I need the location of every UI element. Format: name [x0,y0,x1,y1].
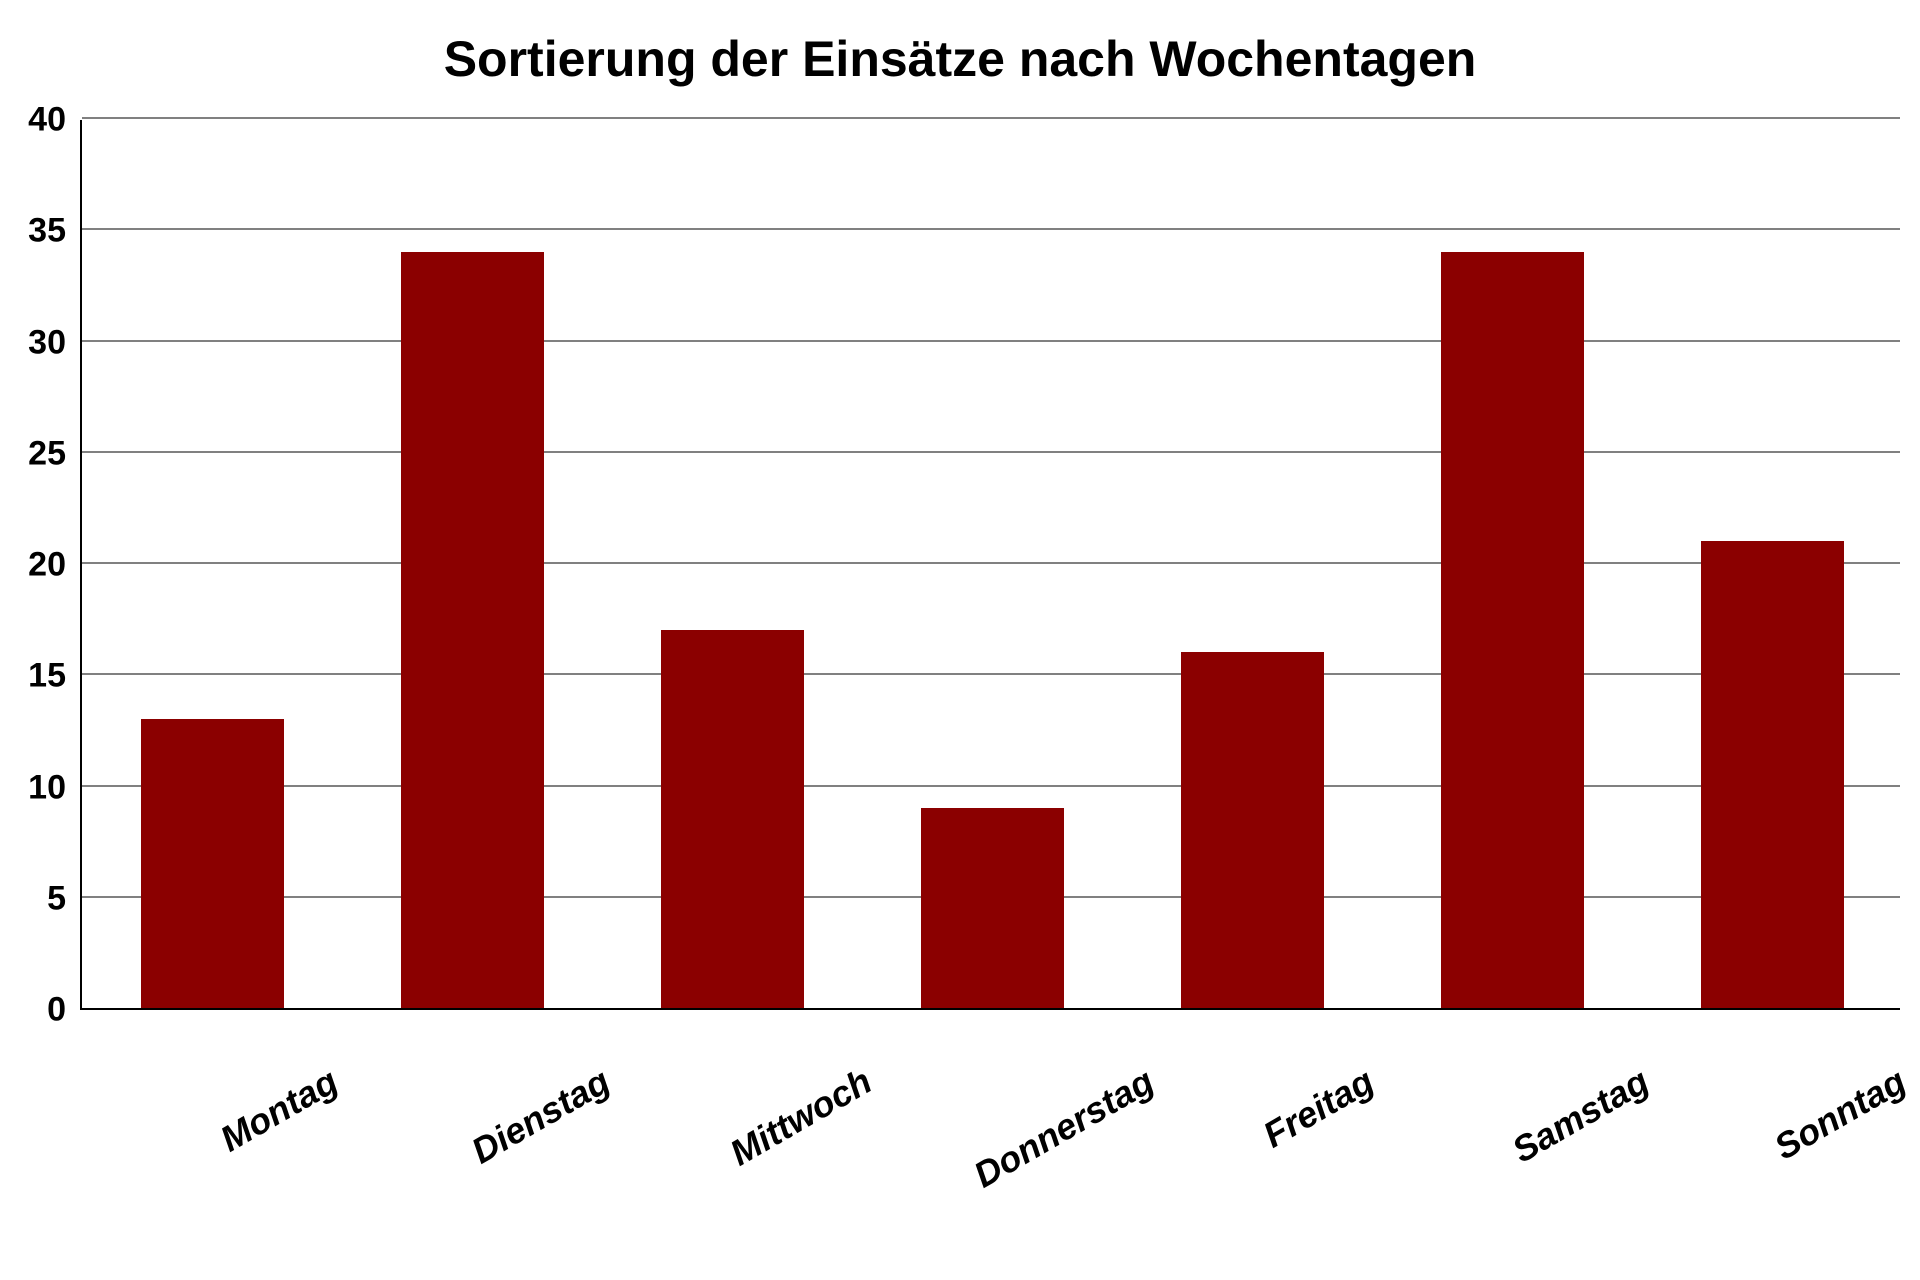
bar [1701,541,1844,1008]
gridline [82,340,1900,342]
y-tick-label: 10 [0,768,66,807]
bar [1441,252,1584,1009]
bar [661,630,804,1008]
chart-title: Sortierung der Einsätze nach Wochentagen [0,30,1920,88]
y-tick-label: 30 [0,323,66,362]
gridline [82,785,1900,787]
plot-area [80,120,1900,1010]
bar [141,719,284,1008]
x-tick-label: Montag [213,1060,345,1160]
y-tick-label: 20 [0,546,66,585]
x-tick-label: Samstag [1505,1060,1656,1171]
y-tick-label: 25 [0,434,66,473]
y-tick-label: 35 [0,212,66,251]
x-tick-label: Mittwoch [723,1060,879,1174]
y-tick-label: 5 [0,879,66,918]
gridline [82,117,1900,119]
bar [921,808,1064,1008]
gridline [82,228,1900,230]
y-tick-label: 40 [0,101,66,140]
gridline [82,562,1900,564]
x-tick-label: Dienstag [464,1060,617,1172]
y-tick-label: 15 [0,657,66,696]
gridline [82,451,1900,453]
gridline [82,673,1900,675]
y-tick-label: 0 [0,991,66,1030]
bar [1181,652,1324,1008]
x-tick-label: Sonntag [1767,1060,1913,1168]
bar-chart: Sortierung der Einsätze nach Wochentagen… [0,0,1920,1280]
x-tick-label: Donnerstag [967,1060,1161,1196]
x-tick-label: Freitag [1256,1060,1381,1156]
bar [401,252,544,1009]
